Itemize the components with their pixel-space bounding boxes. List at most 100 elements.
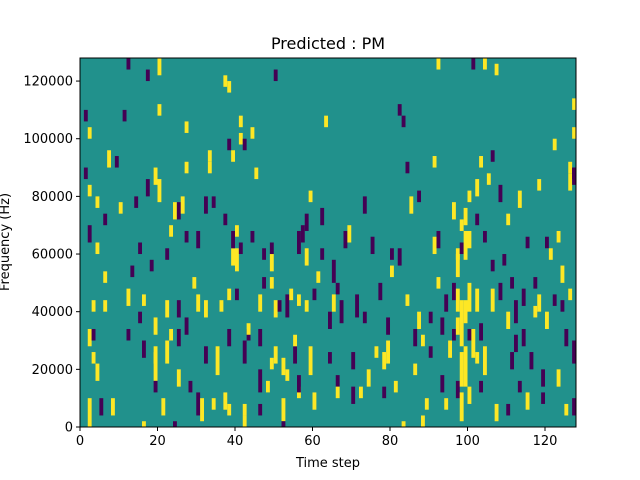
- x-tick-label: 40: [227, 434, 244, 449]
- heatmap-cell: [490, 288, 495, 312]
- heatmap-cell: [347, 225, 352, 243]
- heatmap-cell: [145, 179, 150, 197]
- heatmap-cell: [176, 328, 181, 347]
- heatmap-cell: [335, 386, 340, 399]
- heatmap-cell: [293, 346, 298, 364]
- heatmap-cell: [455, 248, 460, 260]
- heatmap-cell: [533, 277, 538, 289]
- heatmap-cell: [455, 288, 460, 312]
- heatmap-cell: [568, 161, 573, 174]
- heatmap-cell: [169, 225, 174, 237]
- heatmap-cell: [572, 398, 577, 416]
- heatmap-cell: [537, 294, 542, 312]
- heatmap-cell: [560, 265, 565, 283]
- heatmap-cell: [552, 294, 557, 306]
- heatmap-cell: [343, 230, 348, 249]
- heatmap-cell: [200, 398, 205, 422]
- heatmap-cell: [428, 346, 433, 358]
- heatmap-cell: [556, 230, 561, 243]
- heatmap-cell: [304, 300, 309, 312]
- heatmap-cell: [273, 300, 278, 318]
- heatmap-cell: [176, 202, 181, 220]
- heatmap-cell: [176, 300, 181, 318]
- heatmap-cell: [455, 380, 460, 399]
- heatmap-cell: [122, 109, 127, 122]
- heatmap-cell: [386, 340, 391, 364]
- heatmap-cell: [483, 230, 487, 243]
- heatmap-cell: [258, 403, 263, 416]
- heatmap-cell: [335, 375, 340, 387]
- heatmap-cell: [444, 398, 449, 410]
- heatmap-cell: [235, 248, 239, 272]
- heatmap-cell: [231, 248, 236, 266]
- heatmap-cell: [103, 213, 108, 226]
- heatmap-cell: [529, 352, 534, 370]
- heatmap-cell: [91, 352, 96, 364]
- heatmap-cell: [440, 317, 445, 335]
- heatmap-cell: [436, 277, 441, 289]
- heatmap-cell: [390, 265, 394, 278]
- heatmap-cell: [432, 156, 437, 168]
- heatmap-cell: [362, 311, 367, 324]
- heatmap-cell: [242, 415, 247, 427]
- heatmap-cell: [463, 207, 468, 226]
- heatmap-cell: [91, 300, 96, 312]
- heatmap-cell: [564, 403, 569, 416]
- heatmap-cell: [382, 352, 387, 370]
- heatmap-cell: [331, 259, 336, 283]
- heatmap-cell: [107, 150, 112, 168]
- heatmap-cell: [103, 271, 108, 283]
- heatmap-cell: [207, 161, 212, 174]
- heatmap-cell: [351, 352, 356, 370]
- heatmap-cell: [297, 230, 301, 255]
- heatmap-cell: [269, 254, 274, 272]
- y-tick-label: 80000: [32, 190, 73, 205]
- heatmap-cell: [118, 202, 123, 214]
- heatmap-cell: [250, 127, 255, 139]
- y-axis-label: Frequency (Hz): [0, 193, 13, 291]
- heatmap-cell: [207, 150, 212, 162]
- heatmap-cell: [455, 254, 460, 278]
- heatmap-cell: [405, 161, 410, 174]
- heatmap-cell: [304, 248, 309, 266]
- heatmap-cell: [362, 196, 367, 214]
- heatmap-cell: [490, 150, 495, 162]
- heatmap-cell: [231, 230, 236, 249]
- heatmap-cell: [149, 259, 154, 272]
- heatmap-cell: [316, 271, 321, 283]
- heatmap-cell: [227, 138, 232, 151]
- heatmap-cell: [382, 386, 387, 399]
- heatmap-cell: [126, 328, 131, 341]
- heatmap-cell: [215, 346, 220, 376]
- heatmap-cell: [126, 288, 131, 306]
- heatmap-cell: [533, 305, 538, 318]
- heatmap-cell: [514, 300, 518, 324]
- heatmap-cell: [479, 156, 484, 168]
- heatmap-cell: [262, 277, 267, 289]
- heatmap-cell: [355, 294, 360, 318]
- heatmap-cell: [312, 288, 317, 301]
- heatmap-cell: [211, 196, 216, 208]
- heatmap-cell: [254, 167, 259, 180]
- heatmap-cell: [514, 334, 518, 353]
- heatmap-cell: [386, 317, 391, 335]
- heatmap-cell: [444, 294, 449, 312]
- heatmap-cell: [223, 213, 228, 226]
- heatmap-cell: [424, 398, 429, 410]
- heatmap-cell: [238, 242, 243, 255]
- y-tick-label: 40000: [32, 305, 73, 320]
- heatmap-cell: [231, 150, 236, 162]
- heatmap-cell: [157, 179, 162, 203]
- heatmap-cell: [114, 156, 119, 168]
- heatmap-cell: [572, 98, 577, 110]
- heatmap-cell: [490, 259, 495, 272]
- heatmap-cell: [235, 225, 239, 237]
- heatmap-cell: [308, 190, 313, 203]
- heatmap-cell: [165, 340, 170, 364]
- heatmap-cell: [227, 288, 232, 301]
- heatmap-cell: [273, 346, 278, 364]
- heatmap-cell: [401, 421, 406, 427]
- heatmap-cell: [250, 230, 255, 243]
- heatmap-cell: [393, 380, 398, 393]
